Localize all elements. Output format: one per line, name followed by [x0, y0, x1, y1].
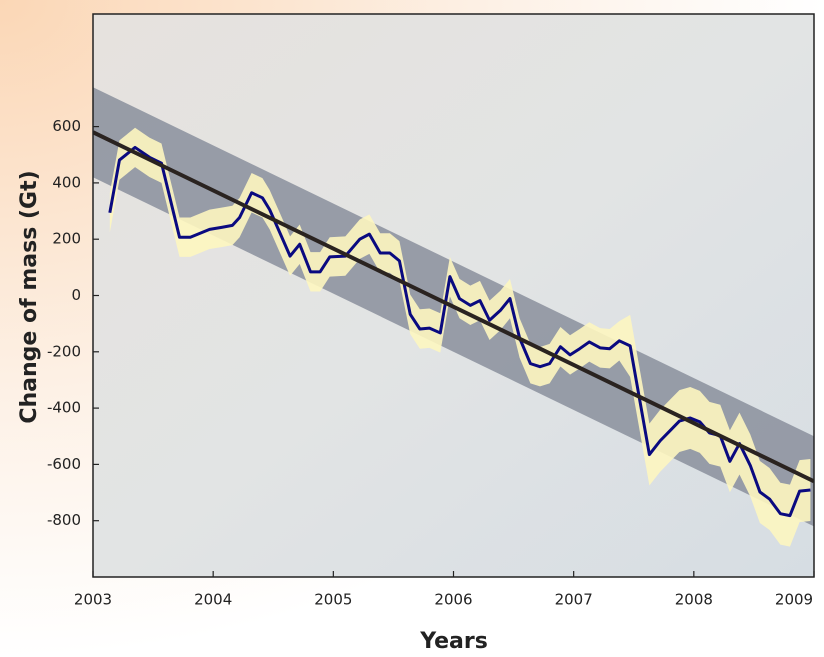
y-tick-label: 0 — [71, 286, 81, 304]
x-tick-label: 2008 — [675, 591, 713, 609]
x-tick-label: 2003 — [74, 591, 112, 609]
x-tick-label: 2007 — [555, 591, 593, 609]
error-band — [109, 127, 811, 547]
x-tick-label: 2009 — [775, 591, 813, 609]
y-tick-label: -800 — [47, 511, 81, 529]
x-tick-label: 2006 — [434, 591, 472, 609]
y-tick-label: -200 — [47, 342, 81, 360]
trend-line — [93, 130, 814, 484]
plot-area — [93, 87, 814, 547]
y-tick-label: -600 — [47, 455, 81, 473]
x-tick-label: 2005 — [314, 591, 352, 609]
y-axis-title: Change of mass (Gt) — [17, 170, 42, 423]
y-tick-label: 200 — [52, 230, 81, 248]
y-tick-label: -400 — [47, 399, 81, 417]
y-tick-label: 400 — [52, 173, 81, 191]
data-line — [108, 145, 811, 518]
x-axis-title: Years — [419, 629, 488, 654]
y-tick-label: 600 — [52, 117, 81, 135]
x-tick-label: 2004 — [194, 591, 232, 609]
